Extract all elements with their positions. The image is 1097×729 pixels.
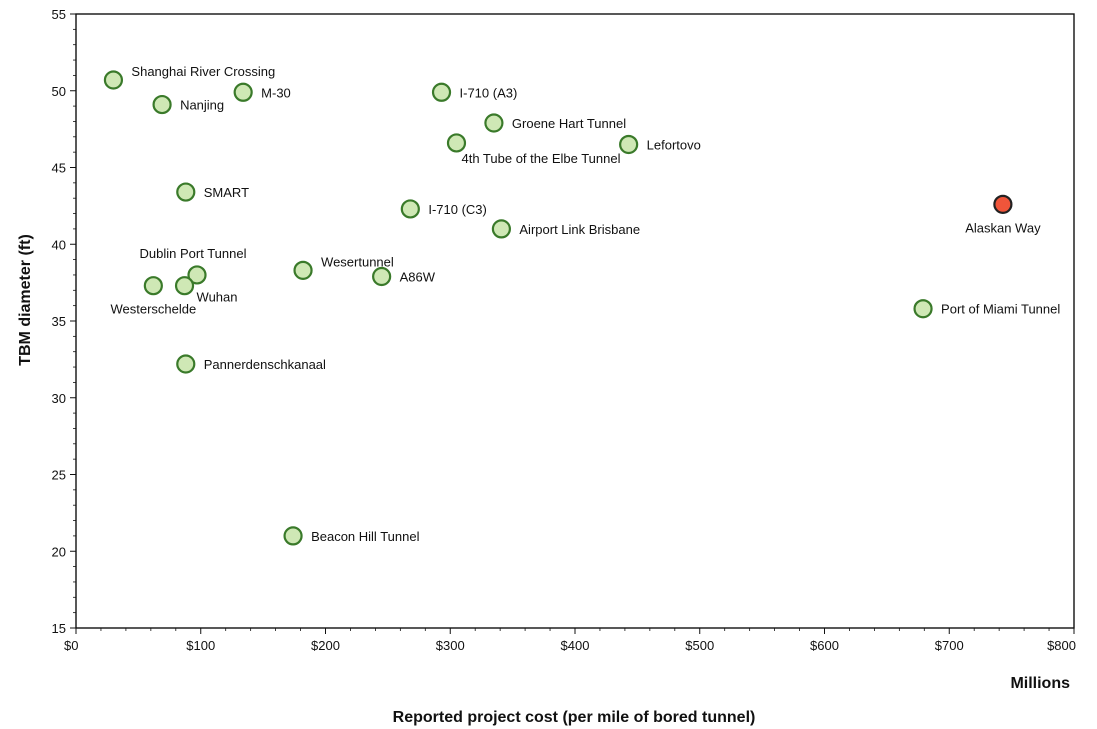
data-point xyxy=(293,260,313,280)
highlight-point xyxy=(993,194,1013,214)
data-point xyxy=(187,265,207,285)
y-tick-label: 40 xyxy=(52,237,66,252)
data-point xyxy=(491,219,511,239)
x-tick-label: $0 xyxy=(64,638,78,653)
data-point-label: 4th Tube of the Elbe Tunnel xyxy=(461,151,620,166)
data-point xyxy=(233,82,253,102)
data-point xyxy=(431,82,452,102)
y-axis: 15 20 25 30 35 40 45 50 55 xyxy=(52,7,76,636)
y-tick-label: 15 xyxy=(52,621,66,636)
data-point-label: Dublin Port Tunnel xyxy=(140,246,247,261)
data-point-label: Westerschelde xyxy=(110,302,196,317)
y-tick-label: 35 xyxy=(52,314,66,329)
data-point-group: I-710 (A3) xyxy=(431,82,518,102)
data-point-label: M-30 xyxy=(261,85,291,100)
x-tick-label: $800 xyxy=(1047,638,1076,653)
x-tick-label: $700 xyxy=(935,638,964,653)
data-point xyxy=(372,266,392,287)
data-point-label: Beacon Hill Tunnel xyxy=(311,529,420,544)
plot-border xyxy=(75,13,1075,629)
data-point-label: Pannerdenschkanaal xyxy=(204,357,326,372)
data-point-group: SMART xyxy=(176,182,249,202)
data-point-label: Airport Link Brisbane xyxy=(519,222,640,237)
data-point-group: Groene Hart Tunnel xyxy=(484,113,626,133)
x-axis-title: Reported project cost (per mile of bored… xyxy=(393,709,756,726)
data-point xyxy=(152,94,172,115)
data-point xyxy=(176,182,196,202)
data-point-group: Shanghai River Crossing xyxy=(103,64,275,90)
y-tick-label: 55 xyxy=(52,7,66,22)
data-point-group: M-30 xyxy=(233,82,291,102)
data-point-label: Port of Miami Tunnel xyxy=(941,302,1060,317)
data-point-label: SMART xyxy=(204,185,249,200)
data-point-group: Beacon Hill Tunnel xyxy=(283,526,420,546)
plot-area xyxy=(75,13,1075,629)
data-point-group: Port of Miami Tunnel xyxy=(913,299,1060,319)
x-tick-label: $100 xyxy=(186,638,215,653)
data-point-label: Nanjing xyxy=(180,98,224,113)
y-tick-label: 50 xyxy=(52,84,66,99)
data-point-group: 4th Tube of the Elbe Tunnel xyxy=(446,133,621,166)
data-point xyxy=(143,276,163,296)
data-point-label: Lefortovo xyxy=(647,137,701,152)
data-point xyxy=(484,113,504,133)
data-point-label: I-710 (C3) xyxy=(428,202,487,217)
data-point-group: Nanjing xyxy=(152,94,224,115)
data-point xyxy=(103,70,124,90)
data-point-label: Shanghai River Crossing xyxy=(131,64,275,79)
data-point-group: Westerschelde xyxy=(110,276,196,317)
data-point xyxy=(619,134,639,155)
data-point xyxy=(176,354,196,374)
data-point-group: Airport Link Brisbane xyxy=(491,219,640,239)
x-tick-label: $300 xyxy=(436,638,465,653)
data-point-label: Alaskan Way xyxy=(965,220,1041,235)
data-point xyxy=(283,526,303,546)
y-axis-title: TBM diameter (ft) xyxy=(17,234,34,366)
data-point-label: Wuhan xyxy=(197,290,238,305)
data-point xyxy=(913,299,933,319)
data-point-label: A86W xyxy=(400,269,436,284)
data-point xyxy=(174,276,195,296)
data-point-label: Wesertunnel xyxy=(321,254,394,269)
y-tick-label: 25 xyxy=(52,468,66,483)
data-point-label: I-710 (A3) xyxy=(460,85,518,100)
data-point-group: A86W xyxy=(372,266,436,287)
data-point-group: Alaskan Way xyxy=(965,194,1041,235)
x-tick-label: $600 xyxy=(810,638,839,653)
data-point-group: Wesertunnel xyxy=(293,254,394,280)
y-tick-label: 20 xyxy=(52,544,66,559)
data-point xyxy=(446,133,467,153)
data-point-group: Lefortovo xyxy=(619,134,701,155)
x-tick-label: $400 xyxy=(561,638,590,653)
x-axis: $0 $100 $200 $300 $400 $500 $600 $700 $800 xyxy=(64,628,1076,653)
y-tick-label: 30 xyxy=(52,391,66,406)
x-tick-label: $200 xyxy=(311,638,340,653)
data-point xyxy=(400,199,420,219)
y-tick-label: 45 xyxy=(52,161,66,176)
x-tick-label: $500 xyxy=(685,638,714,653)
data-point-group: I-710 (C3) xyxy=(400,199,487,219)
data-point-label: Groene Hart Tunnel xyxy=(512,116,626,131)
x-axis-unit-label: Millions xyxy=(1010,675,1070,692)
data-point-group: Dublin Port Tunnel xyxy=(140,246,247,285)
data-point-group: Wuhan xyxy=(174,276,238,305)
data-point-group: Pannerdenschkanaal xyxy=(176,354,326,374)
data-points: Shanghai River Crossing Nanjing M-30 I-710 … xyxy=(103,64,1060,546)
